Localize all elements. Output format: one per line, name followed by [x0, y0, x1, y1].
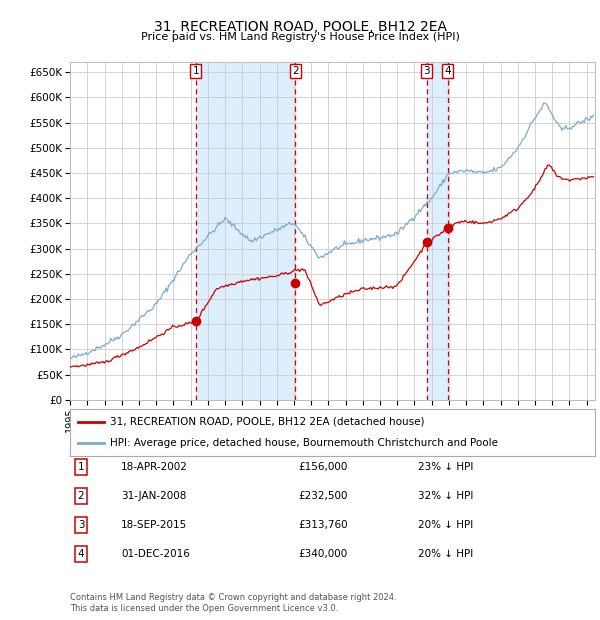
Text: 32% ↓ HPI: 32% ↓ HPI — [418, 491, 473, 501]
Text: 20% ↓ HPI: 20% ↓ HPI — [418, 549, 473, 559]
Text: £156,000: £156,000 — [298, 462, 347, 472]
Text: 01-DEC-2016: 01-DEC-2016 — [121, 549, 190, 559]
Text: 23% ↓ HPI: 23% ↓ HPI — [418, 462, 473, 472]
Text: 20% ↓ HPI: 20% ↓ HPI — [418, 520, 473, 530]
Text: 2: 2 — [292, 66, 299, 76]
Text: 31, RECREATION ROAD, POOLE, BH12 2EA: 31, RECREATION ROAD, POOLE, BH12 2EA — [154, 20, 446, 34]
Text: 1: 1 — [193, 66, 199, 76]
Bar — [196, 62, 295, 400]
Text: Contains HM Land Registry data © Crown copyright and database right 2024.
This d: Contains HM Land Registry data © Crown c… — [70, 593, 397, 613]
Text: 4: 4 — [444, 66, 451, 76]
Text: 2: 2 — [77, 491, 85, 501]
Text: 1: 1 — [77, 462, 85, 472]
Text: £340,000: £340,000 — [298, 549, 347, 559]
Text: 18-SEP-2015: 18-SEP-2015 — [121, 520, 187, 530]
Text: HPI: Average price, detached house, Bournemouth Christchurch and Poole: HPI: Average price, detached house, Bour… — [110, 438, 497, 448]
Bar — [427, 62, 448, 400]
Text: 3: 3 — [424, 66, 430, 76]
Text: 18-APR-2002: 18-APR-2002 — [121, 462, 188, 472]
Text: 3: 3 — [77, 520, 85, 530]
Text: £232,500: £232,500 — [298, 491, 348, 501]
Text: 4: 4 — [77, 549, 85, 559]
Text: £313,760: £313,760 — [298, 520, 348, 530]
Text: Price paid vs. HM Land Registry's House Price Index (HPI): Price paid vs. HM Land Registry's House … — [140, 32, 460, 42]
Text: 31-JAN-2008: 31-JAN-2008 — [121, 491, 187, 501]
Text: 31, RECREATION ROAD, POOLE, BH12 2EA (detached house): 31, RECREATION ROAD, POOLE, BH12 2EA (de… — [110, 417, 424, 427]
